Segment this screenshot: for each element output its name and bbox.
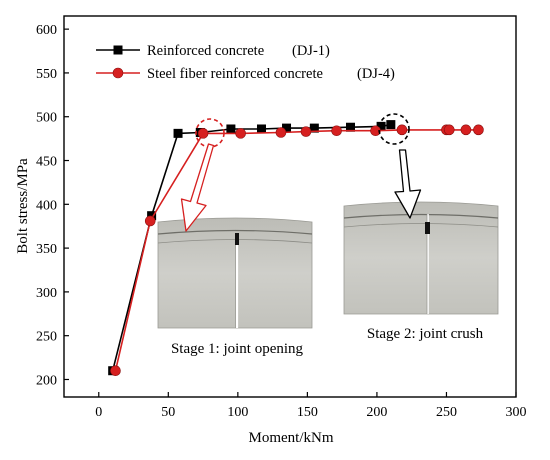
data-point-dj4 <box>235 128 246 139</box>
data-point-dj4 <box>275 127 287 138</box>
legend-label-dj4: Steel fiber reinforced concrete <box>147 66 323 82</box>
stage2-highlight-circle <box>378 113 410 145</box>
y-tick-label: 600 <box>36 23 57 38</box>
y-tick-label: 450 <box>36 155 57 170</box>
x-tick-label: 0 <box>95 405 102 420</box>
data-point-dj4 <box>460 124 472 136</box>
data-point-dj4 <box>300 126 312 137</box>
data-point-dj1 <box>173 128 183 138</box>
y-tick-label: 500 <box>36 111 57 126</box>
data-point-dj4 <box>144 215 156 227</box>
y-tick-label: 400 <box>36 198 57 213</box>
legend-tag-dj1: (DJ-1) <box>292 43 330 59</box>
data-point-dj4 <box>110 365 121 377</box>
data-point-dj1 <box>147 211 157 221</box>
axis-ticks <box>64 28 517 397</box>
y-tick-label: 250 <box>36 330 57 345</box>
legend: Reinforced concrete (DJ-1) Steel fiber r… <box>96 43 395 82</box>
stage2-photo <box>343 201 499 315</box>
stage1-arrow-icon <box>180 143 215 232</box>
data-point-dj1 <box>226 124 236 134</box>
stage1-caption: Stage 1: joint opening <box>171 341 304 357</box>
x-tick-label: 300 <box>506 405 527 420</box>
y-axis-title: Bolt stress/MPa <box>15 158 31 254</box>
axis-tick-labels: 0 50 100 150 200 250 300 200 250 300 350 400 450 500 5… <box>36 23 527 420</box>
x-tick-label: 150 <box>297 405 318 420</box>
data-point-dj1 <box>256 124 266 134</box>
data-point-dj4 <box>396 124 408 136</box>
y-tick-label: 300 <box>36 286 57 301</box>
plot-frame <box>63 15 517 398</box>
data-point-dj4 <box>331 125 342 137</box>
x-tick-label: 50 <box>161 405 175 420</box>
data-point-dj1 <box>376 121 386 131</box>
data-point-dj4 <box>473 124 484 136</box>
series-layer <box>108 120 484 377</box>
stage2-caption: Stage 2: joint crush <box>367 326 484 342</box>
x-tick-label: 100 <box>227 405 248 420</box>
y-tick-label: 550 <box>36 67 57 82</box>
data-point-dj4 <box>197 128 209 139</box>
x-tick-label: 200 <box>366 405 387 420</box>
data-point-dj1 <box>309 123 319 133</box>
legend-tag-dj4: (DJ-4) <box>357 66 395 82</box>
stage2-arrow-icon <box>394 149 422 219</box>
data-point-dj4 <box>370 125 381 137</box>
x-tick-label: 250 <box>436 405 457 420</box>
legend-label-dj1: Reinforced concrete <box>147 43 264 59</box>
legend-marker-dj1 <box>113 45 123 55</box>
stage1-photo <box>157 217 313 329</box>
data-point-dj1 <box>386 120 396 130</box>
data-point-dj1 <box>282 123 292 133</box>
data-point-dj4 <box>443 124 455 136</box>
y-tick-label: 350 <box>36 242 57 257</box>
y-tick-label: 200 <box>36 373 57 388</box>
x-axis-title: Moment/kNm <box>249 430 334 446</box>
data-point-dj1 <box>345 122 355 132</box>
legend-marker-dj4 <box>112 67 124 79</box>
